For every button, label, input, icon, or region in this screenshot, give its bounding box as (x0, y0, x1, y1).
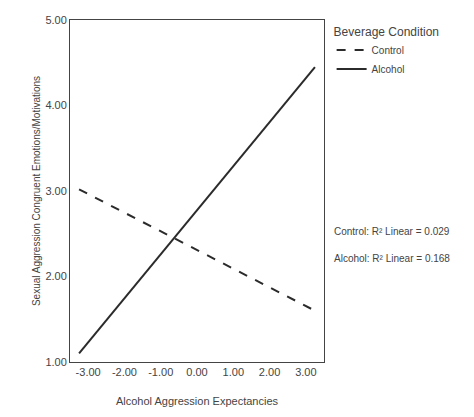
svg-text:-3.00: -3.00 (76, 366, 101, 378)
svg-text:5.00: 5.00 (45, 14, 66, 26)
svg-text:Alcohol Aggression Expectancie: Alcohol Aggression Expectancies (116, 395, 279, 407)
svg-text:Sexual Aggression Congruent Em: Sexual Aggression Congruent Emotions/Mot… (31, 76, 42, 306)
svg-text:2.00: 2.00 (259, 366, 280, 378)
svg-text:Beverage Condition: Beverage Condition (334, 25, 439, 39)
svg-text:-1.00: -1.00 (148, 366, 173, 378)
svg-text:Alcohol: R² Linear = 0.168: Alcohol: R² Linear = 0.168 (334, 253, 450, 264)
svg-text:Control: Control (372, 45, 404, 56)
svg-text:-2.00: -2.00 (112, 366, 137, 378)
svg-text:2.00: 2.00 (45, 270, 66, 282)
svg-text:Alcohol: Alcohol (372, 64, 405, 75)
svg-text:1.00: 1.00 (223, 366, 244, 378)
svg-text:4.00: 4.00 (45, 99, 66, 111)
svg-text:0.00: 0.00 (186, 366, 207, 378)
svg-text:1.00: 1.00 (45, 356, 66, 368)
svg-text:3.00: 3.00 (45, 185, 66, 197)
svg-text:Control: R² Linear = 0.029: Control: R² Linear = 0.029 (334, 226, 450, 237)
svg-text:3.00: 3.00 (295, 366, 316, 378)
